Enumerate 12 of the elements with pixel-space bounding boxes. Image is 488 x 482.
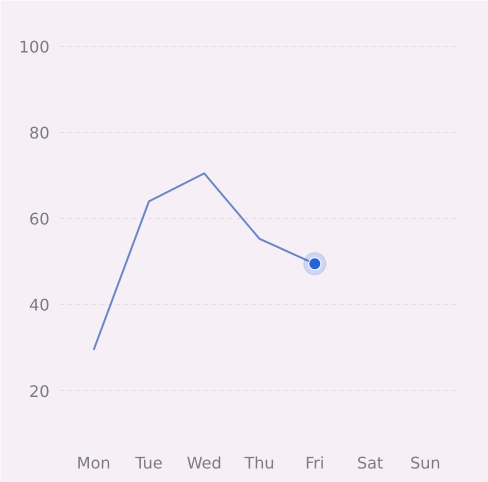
x-tick-label: Sun — [410, 454, 441, 472]
x-tick-label: Tue — [134, 454, 163, 472]
y-tick-label: 60 — [29, 210, 50, 229]
y-tick-label: 80 — [29, 123, 50, 142]
y-tick-label: 40 — [29, 296, 50, 315]
x-tick-label: Sat — [356, 454, 384, 472]
y-tick-label: 20 — [29, 382, 50, 401]
y-tick-label: 100 — [18, 37, 50, 56]
x-tick-label: Mon — [76, 454, 111, 472]
x-tick-label: Fri — [305, 454, 324, 472]
x-tick-label: Thu — [243, 454, 275, 472]
x-tick-label: Wed — [186, 454, 222, 472]
